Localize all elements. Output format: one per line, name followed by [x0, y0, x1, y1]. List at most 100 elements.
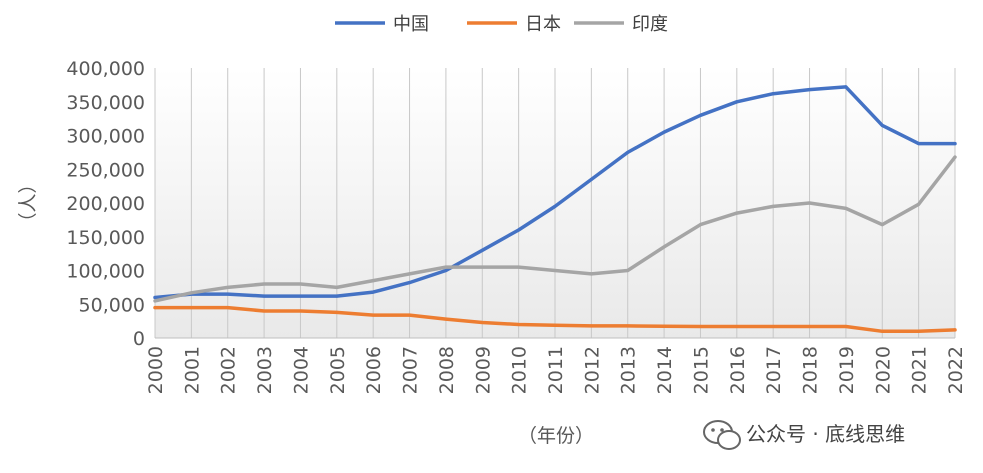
- data-point: [917, 202, 921, 206]
- data-point: [371, 313, 375, 317]
- data-point: [408, 313, 412, 317]
- data-point: [480, 248, 484, 252]
- series: [153, 85, 957, 334]
- data-point: [517, 228, 521, 232]
- y-tick-label: 200,000: [66, 193, 145, 215]
- data-point: [735, 325, 739, 329]
- data-point: [771, 325, 775, 329]
- data-point: [844, 206, 848, 210]
- x-tick-label: 2004: [290, 346, 312, 394]
- data-point: [262, 282, 266, 286]
- legend-label: 中国: [393, 14, 429, 35]
- legend: 中国 日本 印度: [335, 14, 668, 35]
- data-point: [735, 100, 739, 104]
- data-point: [153, 306, 157, 310]
- x-tick-label: 2022: [945, 346, 967, 394]
- data-point: [553, 269, 557, 272]
- data-point: [880, 223, 884, 227]
- x-tick-label: 2010: [509, 346, 531, 394]
- x-tick-label: 2018: [800, 346, 822, 394]
- data-point: [808, 325, 812, 329]
- data-point: [153, 296, 157, 299]
- data-point: [517, 265, 521, 269]
- data-point: [808, 201, 812, 205]
- data-point: [626, 269, 630, 272]
- data-point: [444, 265, 448, 269]
- data-point: [335, 285, 339, 289]
- data-point: [626, 150, 630, 154]
- data-point: [480, 320, 484, 324]
- wechat-icon: [703, 420, 741, 450]
- data-point: [844, 85, 848, 89]
- x-axis-title: （年份）: [518, 425, 594, 447]
- axes: 0 50,000 100,000 150,000 200,000 250,000 300,0…: [66, 58, 967, 394]
- legend-label: 印度: [632, 14, 668, 35]
- data-point: [189, 291, 193, 295]
- y-tick-label: 50,000: [79, 294, 145, 316]
- y-tick-label: 300,000: [66, 126, 145, 148]
- data-point: [589, 272, 593, 276]
- data-point: [226, 285, 230, 289]
- x-tick-label: 2017: [763, 346, 785, 394]
- data-point: [880, 123, 884, 127]
- data-point: [444, 269, 448, 272]
- data-point: [298, 309, 302, 313]
- y-tick-label: 350,000: [66, 92, 145, 114]
- data-point: [880, 329, 884, 333]
- data-point: [226, 306, 230, 310]
- data-point: [335, 294, 339, 298]
- data-point: [298, 294, 302, 298]
- x-tick-label: 2013: [618, 346, 640, 394]
- data-point: [698, 325, 702, 329]
- x-tick-label: 2021: [909, 346, 931, 394]
- x-tick-label: 2020: [872, 346, 894, 394]
- data-point: [408, 272, 412, 276]
- x-tick-label: 2007: [400, 346, 422, 394]
- data-point: [771, 92, 775, 96]
- y-tick-label: 400,000: [66, 58, 145, 80]
- data-point: [335, 310, 339, 314]
- y-tick-label: 250,000: [66, 159, 145, 181]
- x-tick-label: 2005: [327, 346, 349, 394]
- x-tick-label: 2001: [181, 346, 203, 394]
- data-point: [262, 294, 266, 298]
- data-point: [408, 281, 412, 285]
- data-point: [262, 309, 266, 313]
- data-point: [808, 88, 812, 92]
- data-point: [844, 325, 848, 329]
- data-point: [735, 211, 739, 215]
- data-point: [698, 223, 702, 227]
- data-point: [480, 265, 484, 269]
- data-point: [662, 324, 666, 328]
- data-point: [153, 299, 157, 303]
- y-tick-label: 0: [133, 328, 145, 350]
- data-point: [953, 155, 957, 159]
- data-point: [589, 177, 593, 181]
- x-tick-label: 2009: [472, 346, 494, 394]
- data-point: [553, 323, 557, 327]
- x-tick-label: 2012: [581, 346, 603, 394]
- data-point: [953, 142, 957, 146]
- data-point: [771, 204, 775, 208]
- x-tick-label: 2016: [727, 346, 749, 394]
- x-tick-label: 2000: [145, 346, 167, 394]
- x-tick-label: 2006: [363, 346, 385, 394]
- y-tick-label: 100,000: [66, 261, 145, 283]
- data-point: [371, 279, 375, 283]
- x-tick-label: 2015: [690, 346, 712, 394]
- data-point: [517, 323, 521, 326]
- watermark: 公众号 · 底线思维: [703, 420, 905, 450]
- data-point: [189, 306, 193, 310]
- x-tick-label: 2008: [436, 346, 458, 394]
- data-point: [371, 290, 375, 294]
- legend-label: 日本: [525, 14, 561, 35]
- data-point: [917, 142, 921, 146]
- x-tick-label: 2002: [218, 346, 240, 394]
- data-point: [917, 329, 921, 333]
- data-point: [626, 324, 630, 328]
- x-tick-label: 2014: [654, 346, 676, 394]
- y-tick-label: 150,000: [66, 227, 145, 249]
- data-point: [953, 328, 957, 332]
